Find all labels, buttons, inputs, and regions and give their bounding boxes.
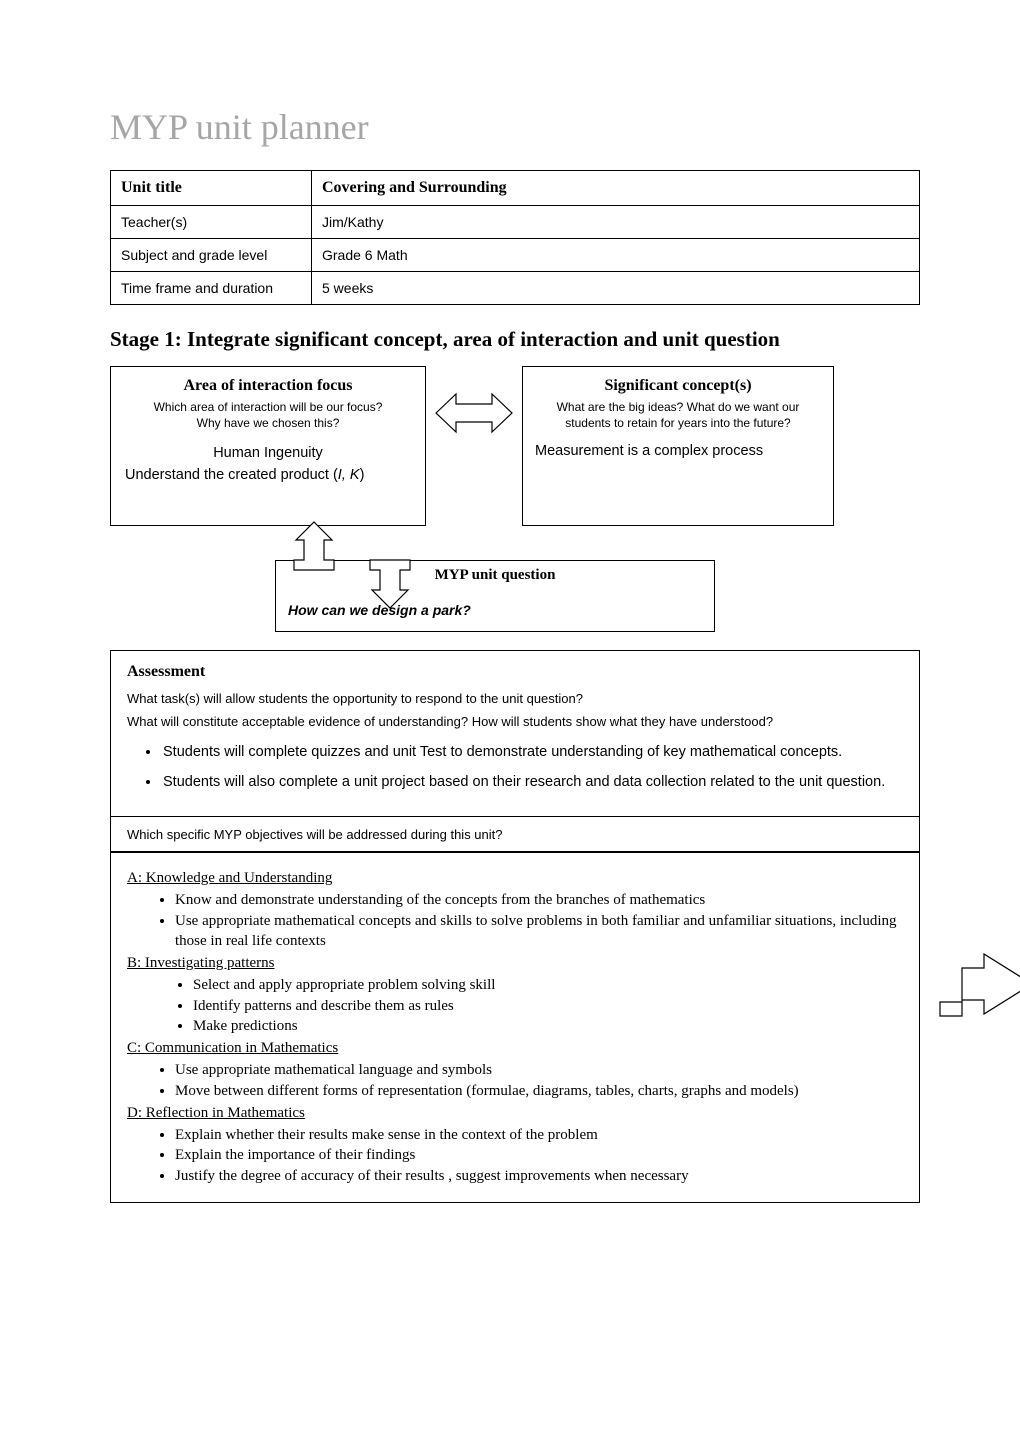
objective-b-item-2: Identify patterns and describe them as r… bbox=[193, 996, 903, 1016]
up-arrow-icon bbox=[286, 520, 342, 572]
muq-title: MYP unit question bbox=[288, 567, 702, 584]
document-title: MYP unit planner bbox=[110, 106, 920, 148]
aoi-line1: Human Ingenuity bbox=[123, 445, 413, 461]
teachers-value: Jim/Kathy bbox=[312, 206, 920, 239]
objective-b-item-3: Make predictions bbox=[193, 1016, 903, 1036]
aoi-box: Area of interaction focus Which area of … bbox=[110, 366, 426, 526]
down-arrow-icon bbox=[362, 558, 418, 610]
unit-title-label: Unit title bbox=[111, 171, 312, 206]
assessment-item-2: Students will also complete a unit proje… bbox=[161, 773, 903, 793]
objective-d-item-3: Justify the degree of accuracy of their … bbox=[175, 1166, 903, 1186]
sc-body: Measurement is a complex process bbox=[535, 443, 821, 459]
metadata-table: Unit title Covering and Surrounding Teac… bbox=[110, 170, 920, 305]
objectives-question: Which specific MYP objectives will be ad… bbox=[127, 827, 503, 842]
teachers-label: Teacher(s) bbox=[111, 206, 312, 239]
assessment-box: Assessment What task(s) will allow stude… bbox=[110, 650, 920, 817]
assessment-question-2: What will constitute acceptable evidence… bbox=[127, 714, 903, 729]
sc-subtitle-2: students to retain for years into the fu… bbox=[535, 415, 821, 431]
objectives-box: A: Knowledge and Understanding Know and … bbox=[110, 851, 920, 1203]
objective-c-item-1: Use appropriate mathematical language an… bbox=[175, 1060, 903, 1080]
muq-body: How can we design a park? bbox=[288, 602, 702, 618]
objective-d-item-2: Explain the importance of their findings bbox=[175, 1145, 903, 1165]
assessment-title: Assessment bbox=[127, 663, 903, 681]
objective-d-item-1: Explain whether their results make sense… bbox=[175, 1125, 903, 1145]
unit-title-value: Covering and Surrounding bbox=[312, 171, 920, 206]
stage1-diagram: Area of interaction focus Which area of … bbox=[110, 366, 920, 646]
aoi-subtitle-1: Which area of interaction will be our fo… bbox=[123, 399, 413, 415]
objectives-question-box: Which specific MYP objectives will be ad… bbox=[110, 816, 920, 853]
timeframe-value: 5 weeks bbox=[312, 272, 920, 305]
objective-c-item-2: Move between different forms of represen… bbox=[175, 1081, 903, 1101]
objective-b-item-1: Select and apply appropriate problem sol… bbox=[193, 975, 903, 995]
objective-a-heading: A: Knowledge and Understanding bbox=[127, 868, 903, 888]
timeframe-label: Time frame and duration bbox=[111, 272, 312, 305]
objective-d-heading: D: Reflection in Mathematics bbox=[127, 1103, 903, 1123]
objective-a-item-2: Use appropriate mathematical concepts an… bbox=[175, 911, 903, 952]
subject-label: Subject and grade level bbox=[111, 239, 312, 272]
horizontal-double-arrow-icon bbox=[434, 382, 514, 444]
objective-b-heading: B: Investigating patterns bbox=[127, 953, 903, 973]
objective-a-item-1: Know and demonstrate understanding of th… bbox=[175, 890, 903, 910]
significant-concept-box: Significant concept(s) What are the big … bbox=[522, 366, 834, 526]
sc-title: Significant concept(s) bbox=[535, 377, 821, 395]
subject-value: Grade 6 Math bbox=[312, 239, 920, 272]
sc-subtitle-1: What are the big ideas? What do we want … bbox=[535, 399, 821, 415]
assessment-item-1: Students will complete quizzes and unit … bbox=[161, 743, 903, 763]
aoi-line2: Understand the created product (I, K) bbox=[123, 467, 413, 483]
stage1-heading: Stage 1: Integrate significant concept, … bbox=[110, 327, 920, 352]
aoi-title: Area of interaction focus bbox=[123, 377, 413, 395]
aoi-subtitle-2: Why have we chosen this? bbox=[123, 415, 413, 431]
objective-c-heading: C: Communication in Mathematics bbox=[127, 1038, 903, 1058]
right-edge-arrow-icon bbox=[936, 946, 1020, 1022]
assessment-question-1: What task(s) will allow students the opp… bbox=[127, 691, 903, 706]
